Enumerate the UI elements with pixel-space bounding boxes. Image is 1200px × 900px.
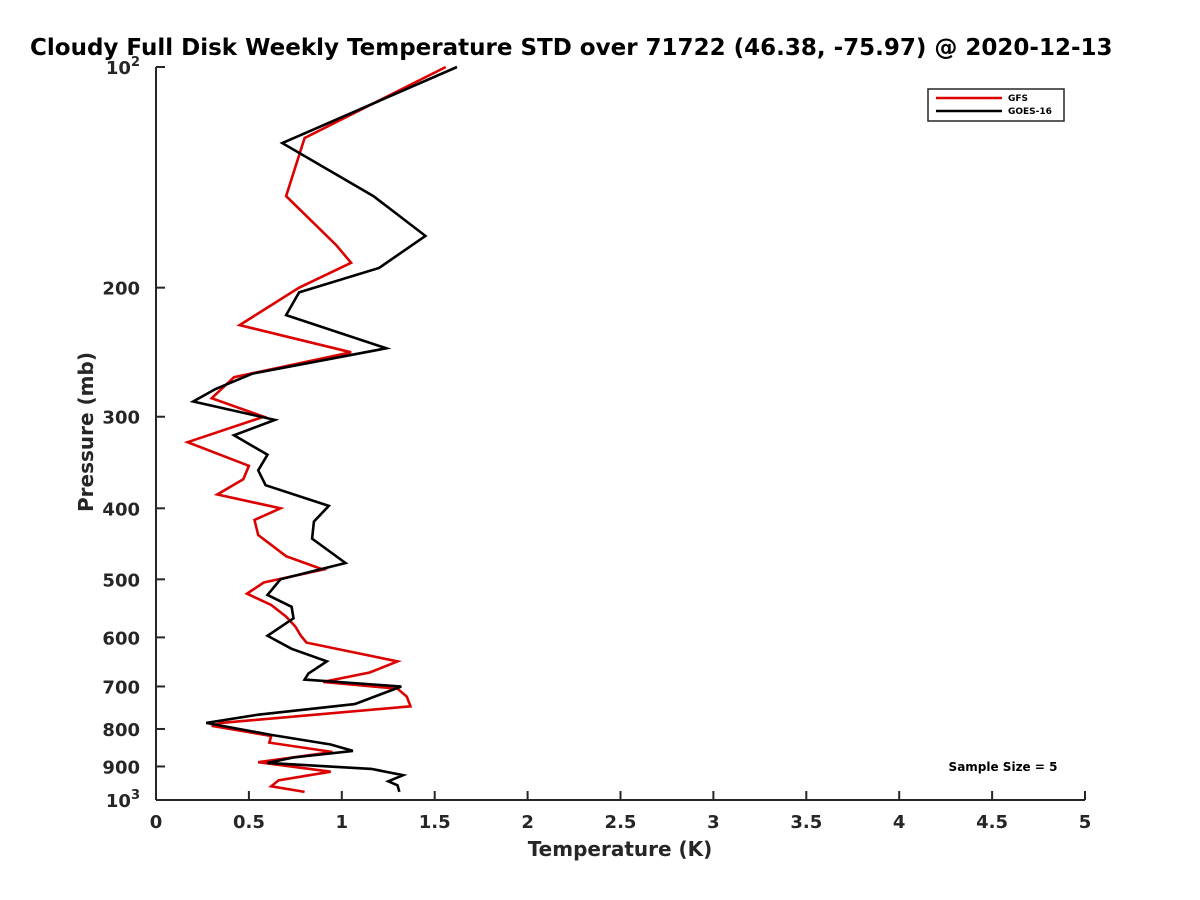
x-tick-label: 1.5 xyxy=(419,812,451,833)
axes: 0 0.5 1 1.5 2 2.5 3 3.5 4 4.5 5 102 200 300 400 500 600 7… xyxy=(102,55,1091,833)
x-tick-label: 3.5 xyxy=(790,812,822,833)
y-tick-label: 200 xyxy=(102,279,140,300)
legend-label: GFS xyxy=(1008,94,1028,104)
x-tick-label: 5 xyxy=(1079,812,1092,833)
y-tick-label: 400 xyxy=(102,499,140,520)
chart-title: Cloudy Full Disk Weekly Temperature STD … xyxy=(30,35,1113,61)
plot-area xyxy=(183,65,458,794)
legend-label: GOES-16 xyxy=(1008,107,1052,117)
x-axis-label: Temperature (K) xyxy=(528,837,713,861)
series-line-gfs xyxy=(183,65,447,794)
y-tick-label: 102 xyxy=(106,55,140,79)
y-tick-label: 900 xyxy=(102,757,140,778)
x-tick-label: 1 xyxy=(336,812,349,833)
series-line-goes-16 xyxy=(189,65,458,793)
y-tick-label: 103 xyxy=(106,788,140,812)
legend-box xyxy=(927,88,1065,122)
y-axis-label: Pressure (mb) xyxy=(74,352,98,512)
y-tick-label: 300 xyxy=(102,408,140,429)
y-tick-label: 800 xyxy=(102,720,140,741)
x-tick-label: 0.5 xyxy=(233,812,265,833)
sample-size-annotation: Sample Size = 5 xyxy=(949,760,1058,774)
x-tick-label: 2 xyxy=(521,812,534,833)
x-tick-label: 0 xyxy=(150,812,163,833)
x-tick-label: 3 xyxy=(707,812,720,833)
x-tick-label: 4 xyxy=(893,812,906,833)
x-tick-label: 2.5 xyxy=(605,812,637,833)
legend: GFS GOES-16 xyxy=(927,88,1065,122)
y-tick-label: 700 xyxy=(102,677,140,698)
y-tick-label: 600 xyxy=(102,628,140,649)
x-tick-label: 4.5 xyxy=(976,812,1008,833)
y-tick-label: 500 xyxy=(102,570,140,591)
